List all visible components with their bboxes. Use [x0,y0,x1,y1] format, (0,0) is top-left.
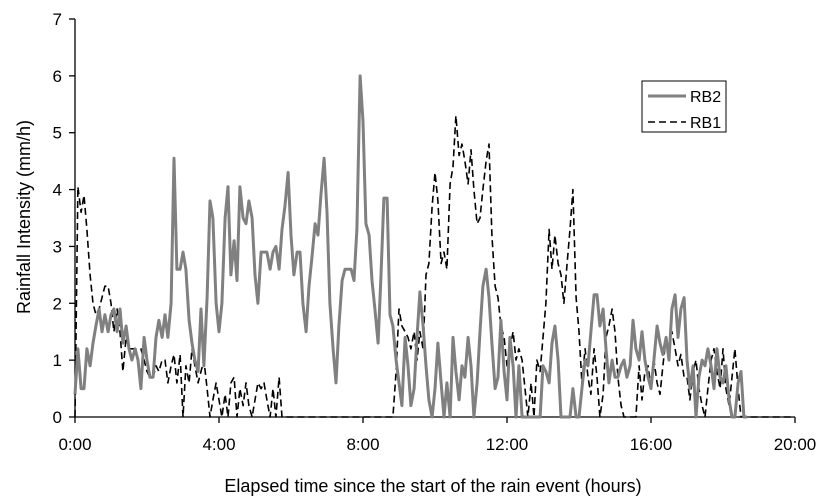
series-line-rb1 [74,114,795,418]
x-tick-label: 0:00 [58,435,91,454]
x-tick-label: 20:00 [774,435,817,454]
y-axis-title: Rainfall Intensity (mm/h) [14,120,34,314]
x-tick-label: 16:00 [630,435,673,454]
y-tick-label: 3 [53,237,62,256]
legend: RB2 RB1 [641,80,727,133]
x-tick-label: 4:00 [202,435,235,454]
x-axis-title: Elapsed time since the start of the rain… [224,476,641,496]
y-tick-label: 2 [53,294,62,313]
y-tick-label: 6 [53,67,62,86]
x-tick-label: 12:00 [486,435,529,454]
y-tick-label: 5 [53,124,62,143]
x-tick-label: 8:00 [346,435,379,454]
y-tick-label: 0 [53,408,62,427]
axes [74,19,795,418]
series-line-rb2 [73,74,748,419]
y-tick-label: 1 [53,351,62,370]
y-tick-label: 4 [53,181,62,200]
ticks: 0 1 2 3 4 5 6 7 0:00 4:00 8:00 12:00 16:00 20:00 [53,10,817,454]
legend-box [641,80,727,133]
y-tick-label: 7 [53,10,62,29]
series-layer [73,74,795,419]
legend-label-rb1: RB1 [690,115,721,132]
legend-label-rb2: RB2 [690,89,721,106]
